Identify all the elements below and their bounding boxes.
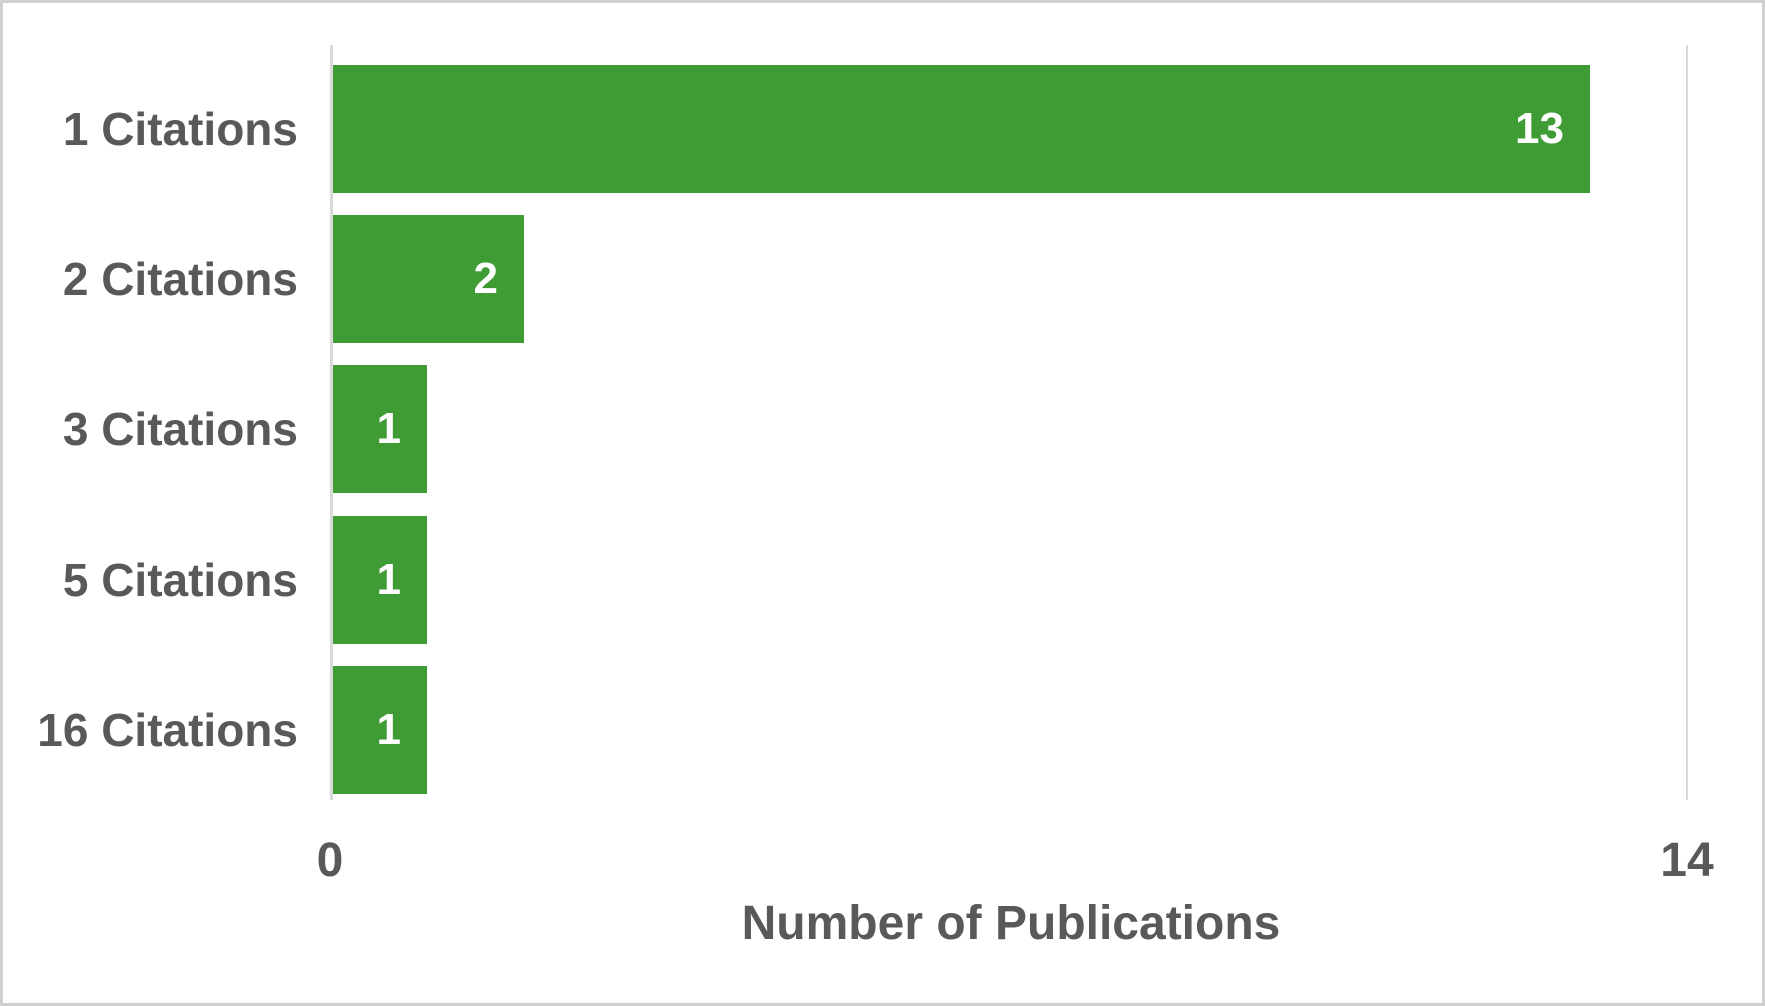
category-label: 16 Citations (37, 704, 298, 756)
bar: 1 (333, 365, 427, 493)
bar: 2 (333, 215, 524, 343)
value-label: 2 (473, 254, 498, 303)
category-label: 1 Citations (62, 103, 298, 155)
y-axis-line (330, 45, 333, 800)
value-label: 1 (376, 404, 401, 453)
value-label: 1 (376, 705, 401, 754)
x-axis-tick-min: 0 (316, 834, 344, 887)
gridline-x-max (1686, 45, 1688, 800)
bar: 13 (333, 65, 1590, 193)
category-label: 5 Citations (62, 554, 298, 606)
bar: 1 (333, 666, 427, 794)
value-label: 13 (1515, 104, 1564, 153)
x-axis-tick-max: 14 (1660, 834, 1714, 887)
category-label: 2 Citations (62, 253, 298, 305)
x-axis-title: Number of Publications (741, 897, 1281, 950)
category-label: 3 Citations (62, 403, 298, 455)
bar: 1 (333, 516, 427, 644)
value-label: 1 (376, 555, 401, 604)
